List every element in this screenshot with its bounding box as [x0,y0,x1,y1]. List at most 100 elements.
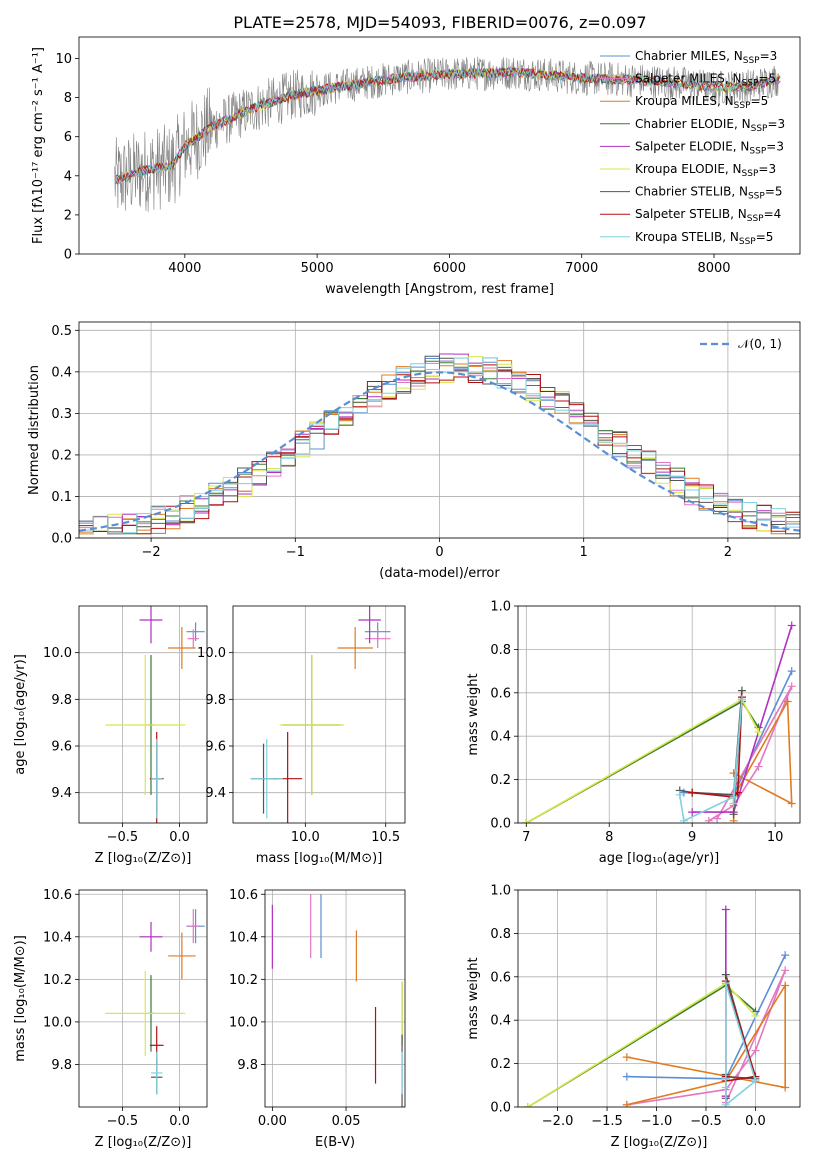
y-tick-label: 10.4 [43,930,72,945]
y-tick-label: 0.8 [490,643,511,658]
weight-point-chabrier_miles [781,951,790,960]
x-tick-label: 8 [605,830,613,845]
y-axis-label: Normed distribution [27,365,42,495]
weight-point-chabrier_miles [622,1072,631,1081]
y-tick-label: 9.8 [237,1058,258,1073]
x-axis-label: age [log₁₀(age/yr)] [599,851,720,866]
weight-point-kroupa_elodie [754,727,763,736]
x-tick-label: −1 [286,545,305,560]
y-axis-label: mass [log₁₀(M/M⊙)] [13,935,28,1062]
x-tick-label: −0.5 [107,830,139,845]
figure-title: PLATE=2578, MJD=54093, FIBERID=0076, z=0… [233,13,646,32]
x-tick-label: 0.0 [745,1114,766,1129]
weight-point-kroupa_stelib [675,790,684,799]
marks-residuals [79,353,800,535]
x-axis-label: (data-model)/error [379,566,500,581]
y-tick-label: 4 [64,169,72,184]
weight-point-kroupa_elodie [522,819,531,823]
weight-point-kroupa_miles [783,697,792,706]
axes-frame [517,889,801,1108]
legend-label: Kroupa STELIB, NSSP=5 [635,230,773,247]
x-tick-label: 7 [522,830,530,845]
y-tick-label: 0.2 [490,773,511,788]
y-tick-label: 10.0 [43,1015,72,1030]
axes-spectrum: 4000 5000 6000 7000 8000 0 2 4 6 8 10 wavelength [A… [31,36,801,297]
hist-kroupa_elodie [79,356,800,535]
marks-weight_vs_age [522,621,796,823]
y-tick-label: 9.6 [51,740,72,755]
y-tick-label: 1.0 [490,884,511,899]
weight-point-salpeter_stelib [688,788,697,797]
x-tick-label: 2 [724,545,732,560]
weight-point-salpeter_miles [713,814,722,823]
x-tick-label: 0.00 [258,1114,287,1129]
x-tick-label: −1.5 [591,1114,623,1129]
hist-chabrier_stelib [79,355,800,529]
weight-line-salpeter_miles [708,685,793,822]
x-tick-label: 4000 [168,261,201,276]
x-axis-label: Z [log₁₀(Z/Z⊙)] [611,1135,708,1150]
y-tick-label: 0 [64,248,72,263]
legend-label: Chabrier ELODIE, NSSP=3 [635,117,785,134]
x-tick-label: 0.0 [169,1114,190,1129]
x-tick-label: 10.5 [371,830,400,845]
weight-line-salpeter_stelib [692,697,743,798]
legend-label: Salpeter STELIB, NSSP=4 [635,207,781,224]
x-tick-label: −2 [142,545,161,560]
marks-mass_vs_ebv [271,894,403,1107]
weight-point-salpeter_miles [704,816,713,823]
weight-point-kroupa_stelib [721,1083,730,1092]
axes-age_vs_z: −0.5 0.0 9.4 9.6 9.8 10.0 Z [log₁₀(Z/Z⊙)] age [… [13,605,208,866]
weight-point-kroupa_stelib [737,695,746,704]
x-tick-label: 0 [435,545,443,560]
legend-label: Chabrier MILES, NSSP=3 [635,49,777,66]
axes-frame [78,36,801,255]
grid-weight_vs_age [518,605,800,824]
weight-point-kroupa_stelib [721,1074,730,1083]
y-tick-label: 0.6 [490,970,511,985]
y-tick-label: 10.0 [229,1015,258,1030]
axes-weight_vs_z: −2.0 −1.5 −1.0 −0.5 0.0 0.0 0.2 0.4 0.6 0.8 1.0 Z [… [466,884,801,1150]
y-tick-label: 10.6 [43,888,72,903]
y-tick-label: 6 [64,130,72,145]
x-tick-label: 6000 [433,261,466,276]
weight-line-kroupa_elodie [527,982,757,1107]
y-tick-label: 0.1 [51,490,72,505]
model-line-kroupa_stelib [115,67,781,185]
y-tick-label: 0.4 [490,1014,511,1029]
weight-point-kroupa_miles [781,1083,790,1092]
weight-point-salpeter_elodie [787,621,796,630]
axes-mass_vs_z: −0.5 0.0 9.8 10.0 10.2 10.4 10.6 Z [log₁₀(Z/Z⊙)… [13,888,208,1150]
legend-label: 𝒩(0, 1) [738,337,782,351]
x-axis-label: Z [log₁₀(Z/Z⊙)] [95,851,192,866]
weight-point-kroupa_miles [781,981,790,990]
legend-label: Salpeter ELODIE, NSSP=3 [635,139,784,156]
weight-point-kroupa_stelib [721,1100,730,1107]
x-axis-label: E(B-V) [315,1135,355,1150]
x-tick-label: 9 [688,830,696,845]
x-tick-label: 0.05 [332,1114,361,1129]
grid-age_vs_z [79,606,207,823]
y-axis-label: Flux [fλ10⁻¹⁷ erg cm⁻² s⁻¹ A⁻¹] [31,47,46,244]
y-tick-label: 0.5 [51,324,72,339]
weight-point-salpeter_miles [754,762,763,771]
y-tick-label: 9.8 [205,693,226,708]
weight-point-kroupa_stelib [729,799,738,808]
y-tick-label: 9.8 [51,1058,72,1073]
weight-line-kroupa_stelib [725,983,757,1107]
y-axis-label: mass weight [466,673,481,755]
weight-point-kroupa_miles [622,1100,631,1107]
x-tick-label: 5000 [301,261,334,276]
weight-point-salpeter_elodie [688,808,697,817]
x-tick-label: 0.0 [169,830,190,845]
axes-frame [78,321,801,539]
y-tick-label: 0.8 [490,927,511,942]
x-tick-label: 7000 [565,261,598,276]
axes-frame [78,605,208,824]
y-tick-label: 0.4 [51,365,72,380]
y-tick-label: 10.6 [229,888,258,903]
y-tick-label: 0.3 [51,407,72,422]
weight-point-kroupa_stelib [721,979,730,988]
y-tick-label: 0.6 [490,686,511,701]
x-tick-label: −1.0 [641,1114,673,1129]
